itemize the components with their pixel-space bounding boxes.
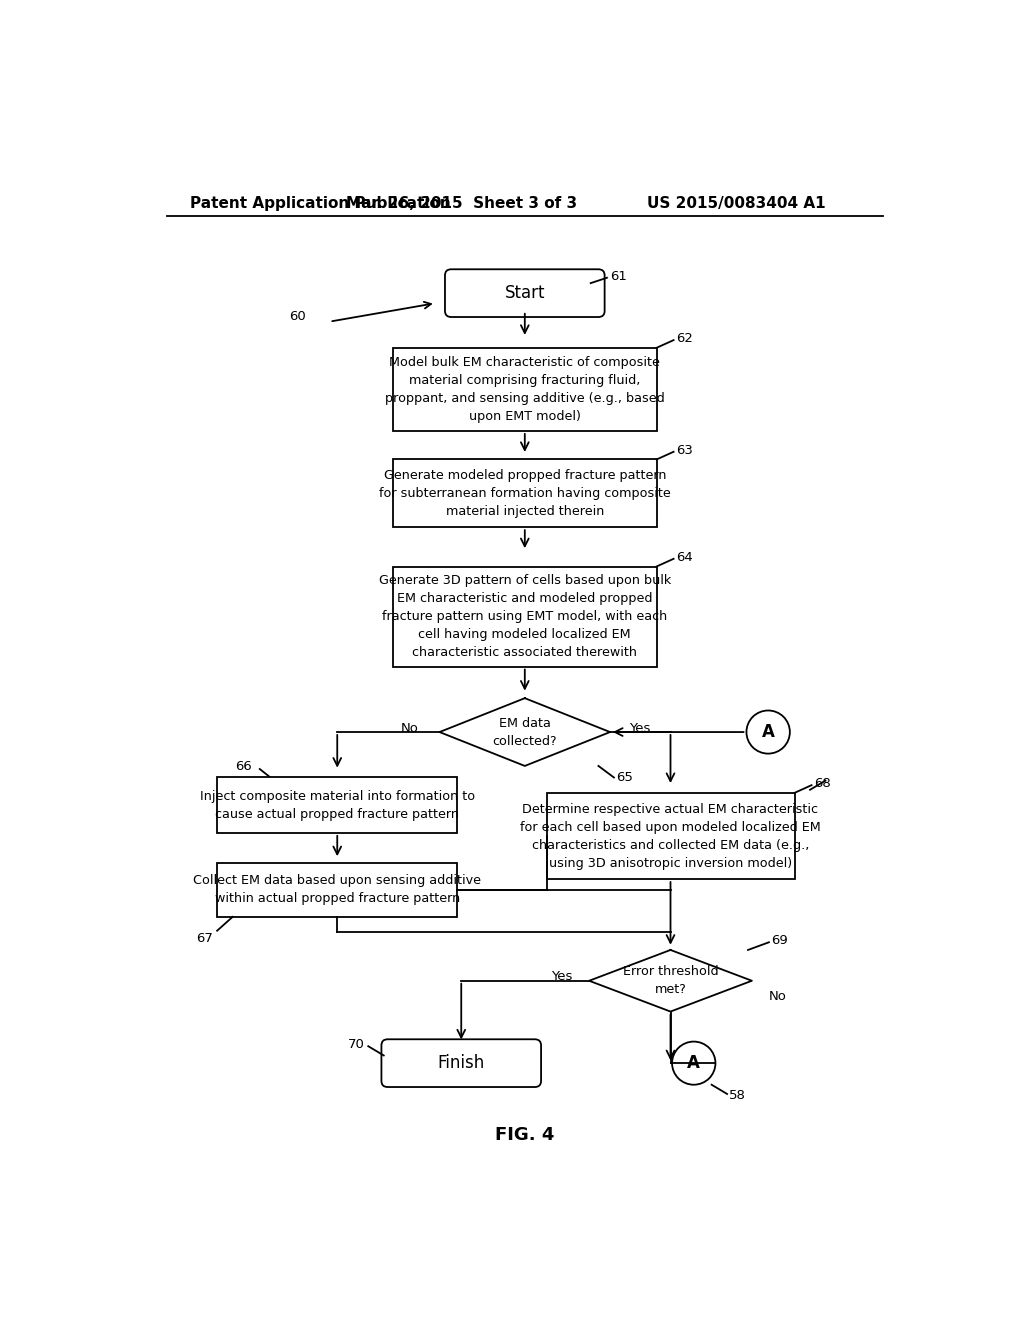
Text: EM data
collected?: EM data collected?	[493, 717, 557, 747]
Text: 58: 58	[729, 1089, 746, 1102]
Text: Collect EM data based upon sensing additive
within actual propped fracture patte: Collect EM data based upon sensing addit…	[194, 874, 481, 906]
Text: No: No	[769, 990, 786, 1003]
Text: 60: 60	[289, 310, 306, 323]
Text: Mar. 26, 2015  Sheet 3 of 3: Mar. 26, 2015 Sheet 3 of 3	[346, 195, 577, 211]
Text: 70: 70	[347, 1038, 365, 1051]
Text: A: A	[687, 1055, 700, 1072]
Text: Yes: Yes	[551, 970, 572, 983]
Bar	[217, 777, 458, 833]
Text: A: A	[762, 723, 774, 741]
Circle shape	[746, 710, 790, 754]
Text: 61: 61	[610, 269, 627, 282]
Text: 67: 67	[197, 932, 213, 945]
Bar	[393, 459, 656, 527]
Text: Start: Start	[505, 284, 545, 302]
Text: 63: 63	[676, 444, 693, 457]
Text: 62: 62	[676, 333, 693, 345]
Text: Generate modeled propped fracture pattern
for subterranean formation having comp: Generate modeled propped fracture patter…	[379, 469, 671, 517]
Text: 64: 64	[676, 550, 692, 564]
Text: US 2015/0083404 A1: US 2015/0083404 A1	[647, 195, 825, 211]
Text: 66: 66	[236, 760, 252, 774]
Polygon shape	[439, 698, 610, 766]
Text: Inject composite material into formation to
cause actual propped fracture patter: Inject composite material into formation…	[200, 789, 475, 821]
Bar	[393, 348, 656, 430]
Text: FIG. 4: FIG. 4	[496, 1126, 554, 1143]
Text: 65: 65	[616, 771, 633, 784]
Bar	[393, 566, 656, 667]
FancyBboxPatch shape	[381, 1039, 541, 1088]
Text: Error threshold
met?: Error threshold met?	[623, 965, 718, 997]
Text: Finish: Finish	[437, 1055, 485, 1072]
Text: Model bulk EM characteristic of composite
material comprising fracturing fluid,
: Model bulk EM characteristic of composit…	[385, 356, 665, 422]
Text: Generate 3D pattern of cells based upon bulk
EM characteristic and modeled propp: Generate 3D pattern of cells based upon …	[379, 574, 671, 659]
Bar	[217, 863, 458, 917]
Text: Patent Application Publication: Patent Application Publication	[190, 195, 451, 211]
FancyBboxPatch shape	[445, 269, 604, 317]
Polygon shape	[589, 950, 752, 1011]
Text: 69: 69	[771, 935, 788, 948]
Circle shape	[672, 1041, 716, 1085]
Text: 68: 68	[814, 777, 830, 791]
Text: No: No	[401, 722, 419, 735]
Text: Determine respective actual EM characteristic
for each cell based upon modeled l: Determine respective actual EM character…	[520, 803, 821, 870]
Bar	[547, 793, 795, 879]
Text: Yes: Yes	[629, 722, 650, 735]
